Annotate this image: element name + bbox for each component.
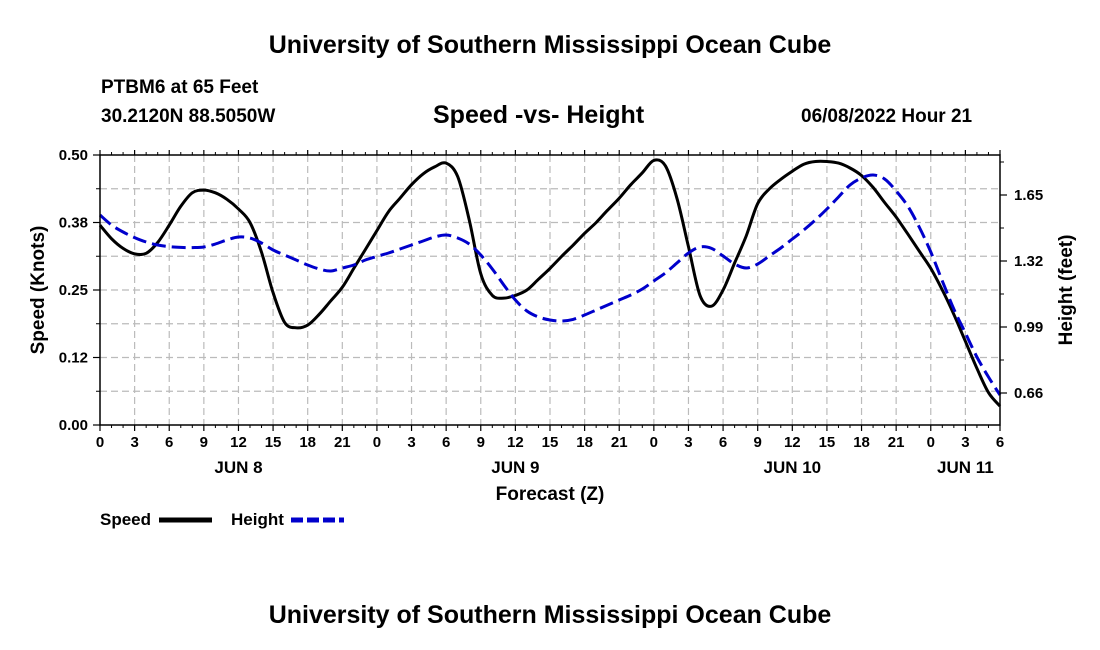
- y2-tick-label: 1.65: [1014, 187, 1043, 204]
- x-tick-label: 21: [611, 434, 628, 451]
- page-title: University of Southern Mississippi Ocean…: [268, 31, 832, 59]
- x-tick-label: 18: [299, 434, 316, 451]
- x-tick-label: 9: [754, 434, 762, 451]
- x-tick-label: 3: [684, 434, 692, 451]
- day-label: JUN 8: [214, 458, 262, 477]
- x-tick-label: 21: [334, 434, 351, 451]
- x-tick-label: 12: [507, 434, 524, 451]
- x-tick-label: 3: [130, 434, 138, 451]
- x-tick-label: 0: [650, 434, 658, 451]
- y2-axis-title: Height (feet): [1056, 235, 1077, 346]
- x-tick-label: 6: [996, 434, 1004, 451]
- y-axis-title: Speed (Knots): [28, 226, 49, 355]
- x-axis-title: Forecast (Z): [496, 484, 605, 505]
- y-tick-label: 0.12: [59, 350, 88, 367]
- x-tick-label: 12: [230, 434, 247, 451]
- grid: [100, 155, 1000, 425]
- y2-tick-label: 1.32: [1014, 253, 1043, 270]
- station-label: PTBM6 at 65 Feet: [101, 77, 259, 98]
- y-tick-label: 0.38: [59, 215, 88, 232]
- x-tick-label: 18: [576, 434, 593, 451]
- day-label: JUN 9: [491, 458, 539, 477]
- chart-title: Speed -vs- Height: [433, 101, 645, 129]
- y2-tick-label: 0.99: [1014, 319, 1043, 336]
- series-group: [98, 158, 1002, 408]
- x-tick-label: 3: [961, 434, 969, 451]
- legend-speed-label: Speed: [100, 510, 151, 529]
- axis-labels: 0 3 6 9 12 15 18 21 0 3 6 9 12 15 18 21 0 3 6 9 12 15 18 21 0 3 6J…: [59, 147, 1043, 477]
- coordinates-label: 30.2120N 88.5050W: [101, 106, 276, 127]
- y-tick-label: 0.25: [59, 282, 88, 299]
- axis-ticks: [93, 150, 1007, 431]
- forecast-datetime: 06/08/2022 Hour 21: [801, 106, 973, 127]
- x-tick-label: 18: [853, 434, 870, 451]
- x-tick-label: 9: [477, 434, 485, 451]
- x-tick-label: 15: [542, 434, 559, 451]
- series-line-speed: [98, 158, 1002, 408]
- y-tick-label: 0.50: [59, 147, 88, 164]
- x-tick-label: 0: [927, 434, 935, 451]
- x-tick-label: 15: [819, 434, 836, 451]
- day-label: JUN 10: [763, 458, 821, 477]
- x-tick-label: 6: [442, 434, 450, 451]
- x-tick-label: 6: [165, 434, 173, 451]
- x-tick-label: 0: [96, 434, 104, 451]
- day-label: JUN 11: [937, 458, 994, 477]
- y-tick-label: 0.00: [59, 417, 88, 434]
- legend-height-label: Height: [231, 510, 284, 529]
- x-tick-label: 15: [265, 434, 282, 451]
- x-tick-label: 3: [407, 434, 415, 451]
- y2-tick-label: 0.66: [1014, 385, 1043, 402]
- speed-height-chart: 0 3 6 9 12 15 18 21 0 3 6 9 12 15 18 21 0 3 6 9 12 15 18 21 0 3 6J…: [28, 147, 1077, 529]
- x-tick-label: 0: [373, 434, 381, 451]
- footer-title: University of Southern Mississippi Ocean…: [268, 601, 832, 629]
- x-tick-label: 21: [888, 434, 905, 451]
- x-tick-label: 6: [719, 434, 727, 451]
- x-tick-label: 12: [784, 434, 801, 451]
- series-line-height: [98, 173, 1002, 396]
- x-tick-label: 9: [200, 434, 208, 451]
- legend: Speed Height: [100, 510, 344, 529]
